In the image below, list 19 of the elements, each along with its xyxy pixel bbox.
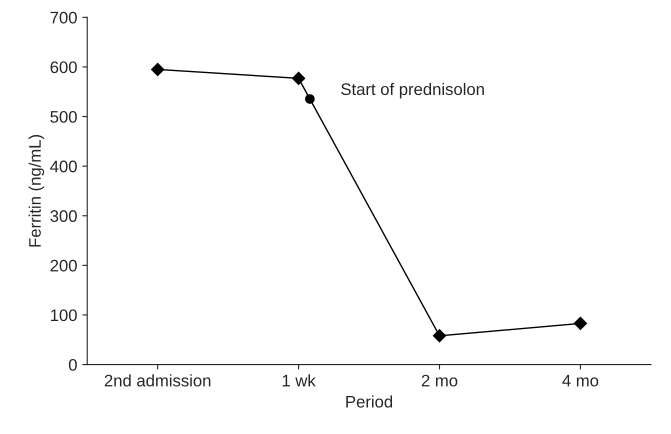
point (292, 72, 306, 85)
point (151, 62, 164, 76)
y-tick-label: 600 (50, 61, 77, 74)
x-tick-label: 2 mo (422, 374, 458, 387)
y-tick-label: 200 (50, 260, 77, 272)
y-tick-label: 100 (50, 309, 77, 322)
y-tick-label: 400 (50, 160, 77, 172)
y-tick-label: 300 (50, 210, 77, 222)
x-tick-label: 4 mo (562, 374, 598, 387)
y-tick-label: 0 (68, 358, 77, 371)
x-tick-label: 1 wk (282, 374, 316, 386)
x-axis-title: Period (346, 395, 392, 408)
point (432, 329, 446, 342)
y-tick-label: 500 (50, 110, 77, 123)
y-axis-title: Ferritin (ng/mL) (28, 135, 44, 247)
point (574, 316, 588, 330)
annotation: Start of prednisolon (341, 82, 484, 98)
y-tick-label: 700 (50, 12, 77, 24)
x-tick-label: 2nd admission (104, 374, 210, 387)
